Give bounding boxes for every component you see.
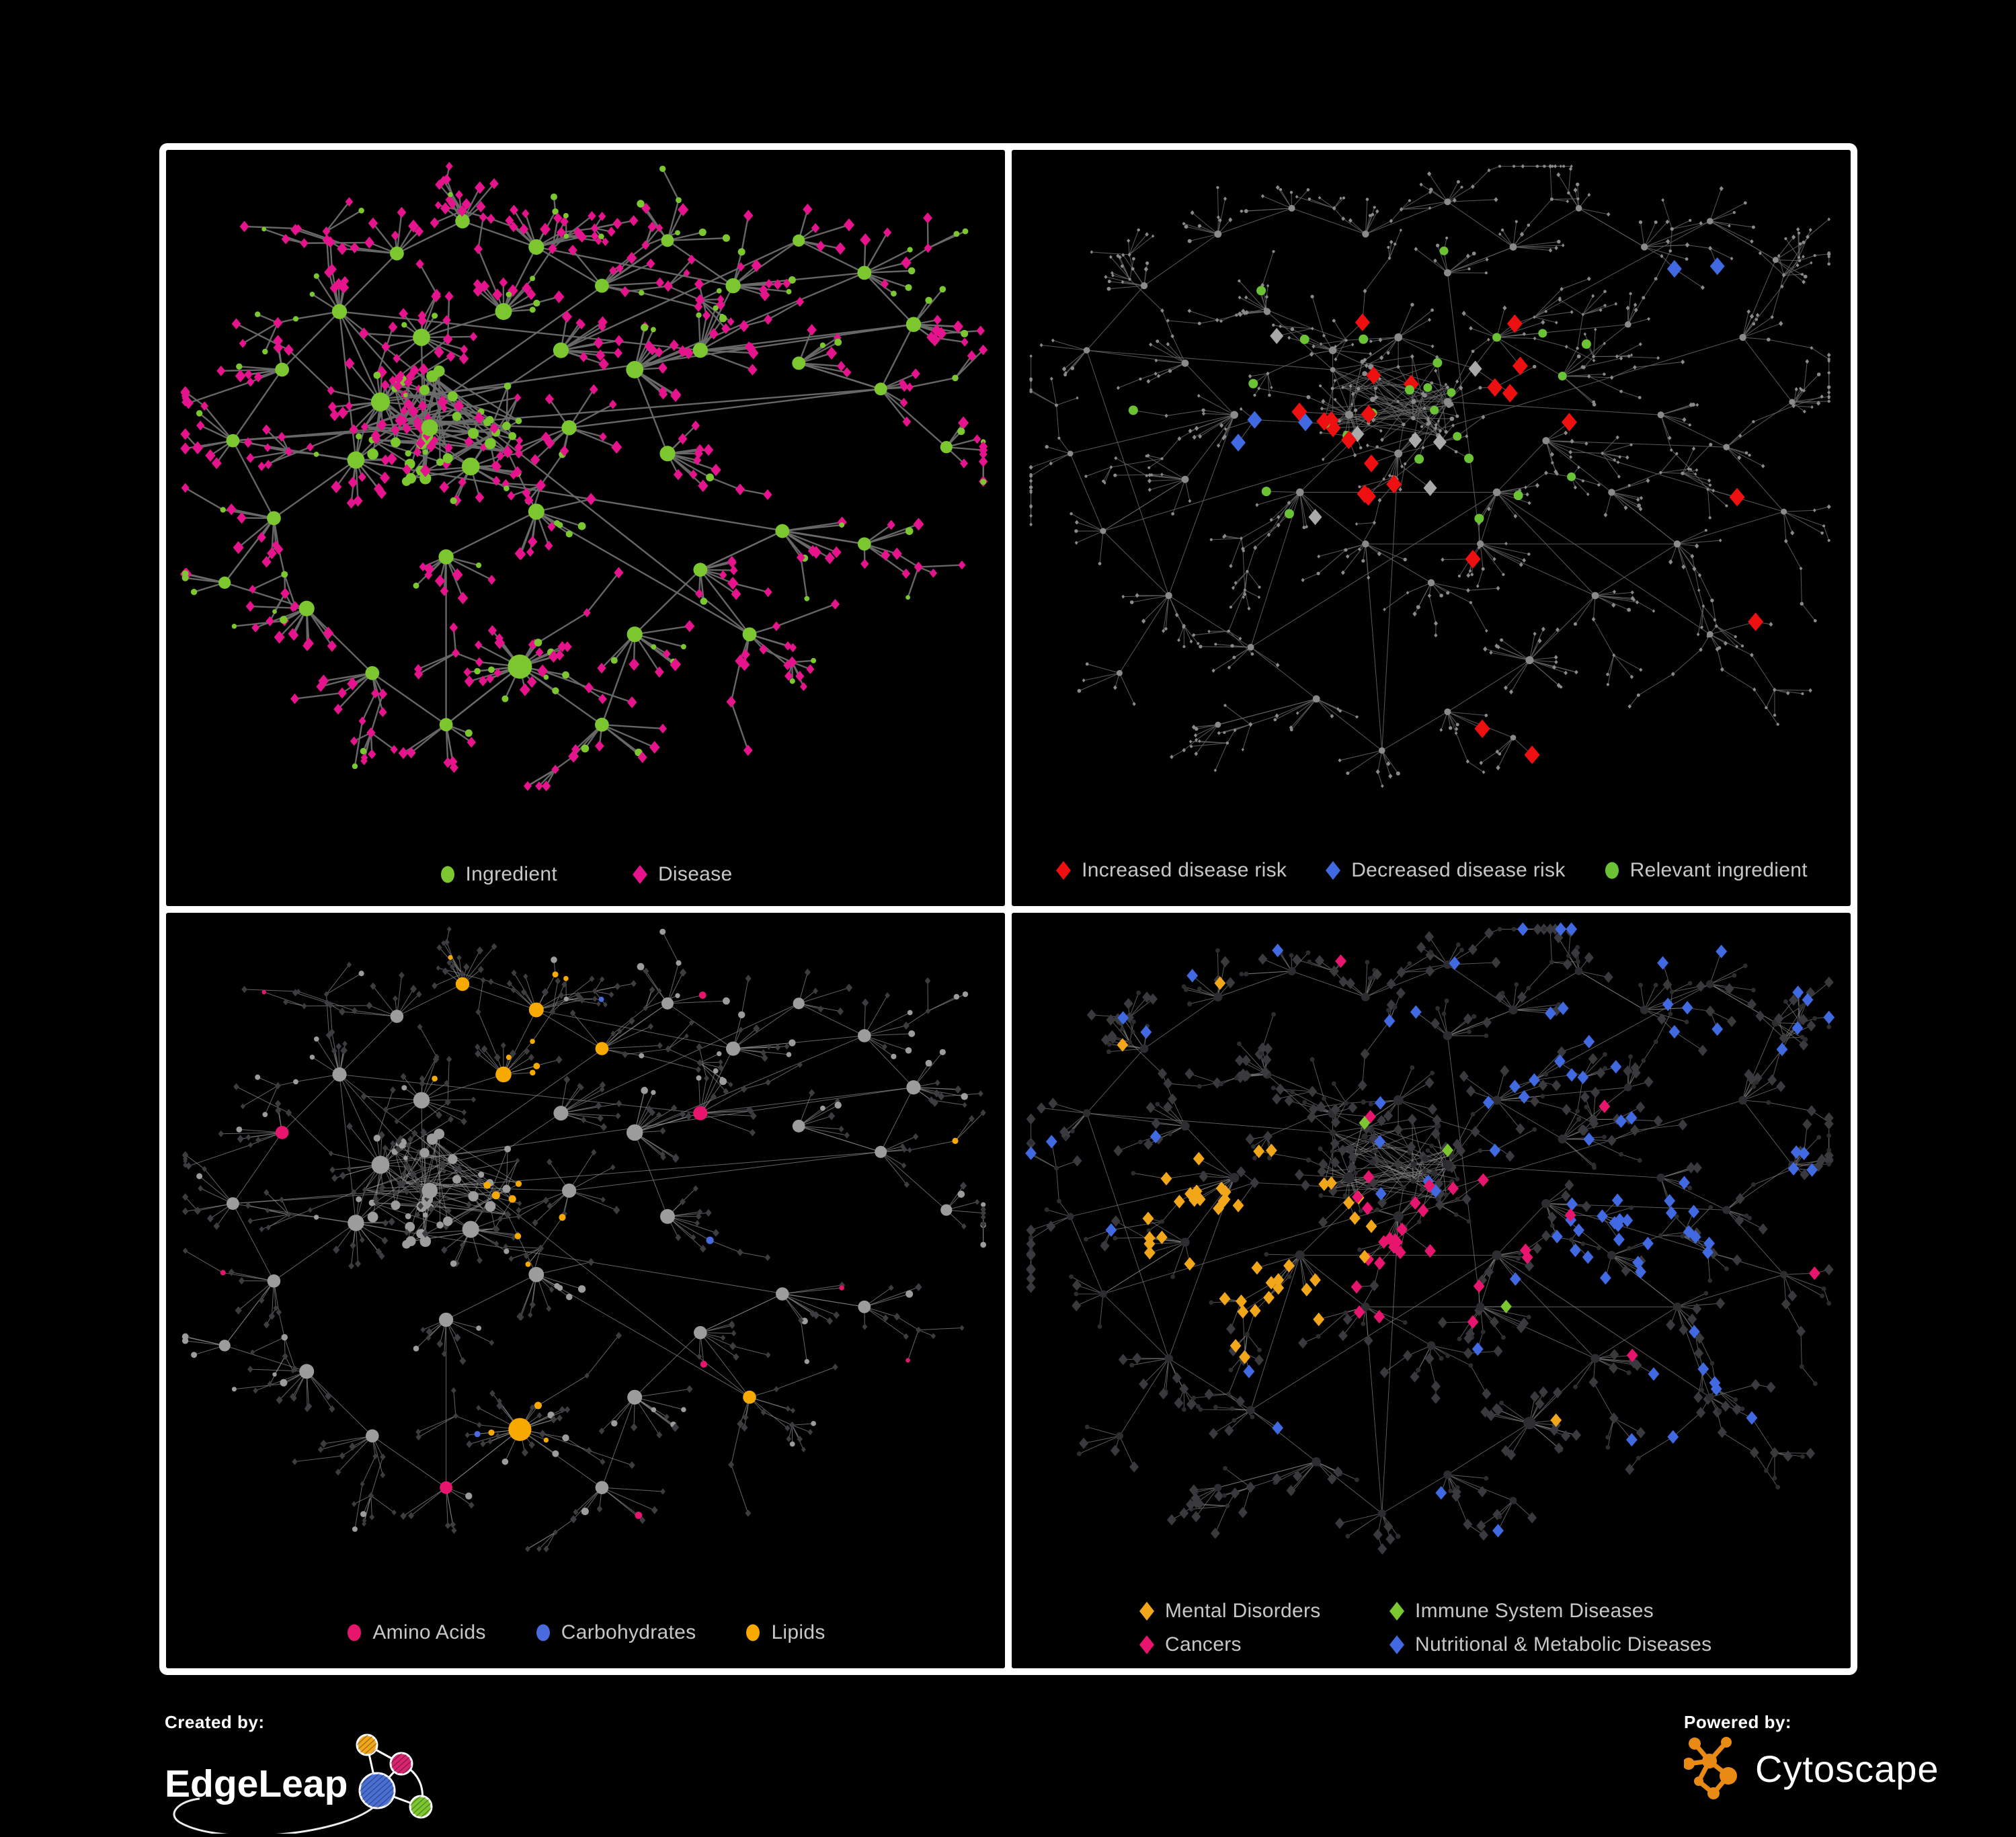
legend-circle-marker-icon: [1603, 860, 1621, 881]
legend-nutrient-classes: Amino Acids Carbohydrates Lipids: [166, 1621, 1005, 1644]
panel-ingredient-disease-network: Ingredient Disease: [166, 150, 1005, 906]
disease-categories-network-graph: [1012, 913, 1851, 1669]
legend-circle-marker-icon: [534, 1623, 552, 1643]
edgeleap-logo: EdgeLeap: [165, 1733, 481, 1834]
edgeleap-credit: Created by: EdgeLeap: [165, 1712, 481, 1837]
legend-item-ingredient-disease-1: Disease: [631, 863, 732, 886]
edgeleap-wordmark: EdgeLeap: [165, 1762, 348, 1805]
legend-ingredient-disease: Ingredient Disease: [166, 863, 1005, 886]
cytoscape-icon: [1684, 1734, 1746, 1803]
legend-label: Mental Disorders: [1165, 1600, 1321, 1623]
panel-disease-risk-network: Increased disease risk Decreased disease …: [1012, 150, 1851, 906]
legend-diamond-marker-icon: [1055, 860, 1072, 881]
legend-diamond-marker-icon: [1324, 860, 1342, 881]
legend-circle-marker-icon: [744, 1623, 762, 1643]
legend-item-disease-categories-0: Mental Disorders: [1138, 1600, 1388, 1623]
legend-label: Disease: [658, 863, 732, 886]
legend-diamond-marker-icon: [1388, 1601, 1406, 1621]
ingredient-disease-network-graph: [166, 150, 1005, 906]
legend-label: Nutritional & Metabolic Diseases: [1415, 1633, 1711, 1656]
legend-item-disease-categories-1: Immune System Diseases: [1388, 1600, 1711, 1623]
legend-diamond-marker-icon: [1138, 1635, 1156, 1655]
legend-item-disease-categories-2: Cancers: [1138, 1633, 1388, 1656]
edgeleap-glyph-nodes: [357, 1735, 432, 1818]
network-grid: Ingredient Disease Increased disease risk…: [159, 143, 1857, 1675]
legend-disease-categories: Mental Disorders Immune System Diseases Ca…: [1138, 1600, 1711, 1656]
disease-risk-network-graph: [1012, 150, 1851, 906]
cytoscape-wordmark: Cytoscape: [1755, 1747, 1939, 1791]
legend-diamond-marker-icon: [1138, 1601, 1156, 1621]
legend-label: Amino Acids: [372, 1621, 485, 1644]
cytoscape-credit: Powered by: Cytoscape: [1684, 1712, 1939, 1803]
legend-diamond-marker-icon: [631, 864, 649, 885]
legend-label: Relevant ingredient: [1630, 859, 1808, 882]
legend-label: Decreased disease risk: [1351, 859, 1565, 882]
cytoscape-icon-nodes: [1684, 1737, 1737, 1799]
legend-label: Lipids: [771, 1621, 825, 1644]
created-by-label: Created by:: [165, 1712, 481, 1733]
legend-item-disease-categories-3: Nutritional & Metabolic Diseases: [1388, 1633, 1711, 1656]
legend-label: Immune System Diseases: [1415, 1600, 1654, 1623]
panel-nutrient-classes-network: Amino Acids Carbohydrates Lipids: [166, 913, 1005, 1669]
legend-label: Cancers: [1165, 1633, 1242, 1656]
legend-label: Carbohydrates: [561, 1621, 696, 1644]
legend-item-nutrient-classes-1: Carbohydrates: [534, 1621, 696, 1644]
legend-circle-marker-icon: [346, 1623, 363, 1643]
legend-circle-marker-icon: [439, 864, 456, 885]
legend-item-disease-risk-1: Decreased disease risk: [1324, 859, 1565, 882]
legend-disease-risk: Increased disease risk Decreased disease …: [1012, 859, 1851, 882]
legend-item-disease-risk-2: Relevant ingredient: [1603, 859, 1808, 882]
legend-item-disease-risk-0: Increased disease risk: [1055, 859, 1287, 882]
legend-label: Ingredient: [466, 863, 557, 886]
legend-item-nutrient-classes-0: Amino Acids: [346, 1621, 485, 1644]
legend-label: Increased disease risk: [1082, 859, 1287, 882]
panel-disease-categories-network: Mental Disorders Immune System Diseases Ca…: [1012, 913, 1851, 1669]
legend-item-ingredient-disease-0: Ingredient: [439, 863, 557, 886]
powered-by-label: Powered by:: [1684, 1712, 1939, 1733]
nutrient-classes-network-graph: [166, 913, 1005, 1669]
legend-diamond-marker-icon: [1388, 1635, 1406, 1655]
legend-item-nutrient-classes-2: Lipids: [744, 1621, 825, 1644]
